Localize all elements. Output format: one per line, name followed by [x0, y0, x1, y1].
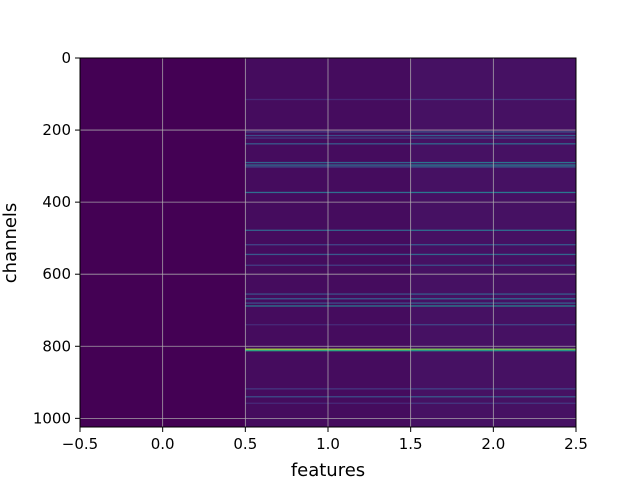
x-tick-label: 1.0 [316, 435, 340, 453]
x-tick-label: −0.5 [62, 435, 98, 453]
x-tick-label: 2.0 [481, 435, 505, 453]
y-tick-label: 600 [42, 265, 71, 283]
y-axis-ticks: 0 200 400 600 800 1000 [33, 49, 80, 427]
x-tick-label: 0.0 [151, 435, 175, 453]
y-tick-label: 800 [42, 337, 71, 355]
y-tick-label: 1000 [33, 409, 71, 427]
x-tick-label: 0.5 [233, 435, 257, 453]
x-tick-label: 1.5 [399, 435, 423, 453]
y-tick-label: 200 [42, 121, 71, 139]
y-axis-label: channels [0, 203, 21, 284]
x-axis-ticks: −0.5 0.0 0.5 1.0 1.5 2.0 2.5 [62, 427, 588, 453]
y-tick-label: 0 [61, 49, 71, 67]
y-tick-label: 400 [42, 193, 71, 211]
x-tick-label: 2.5 [564, 435, 588, 453]
x-axis-label: features [291, 460, 365, 480]
